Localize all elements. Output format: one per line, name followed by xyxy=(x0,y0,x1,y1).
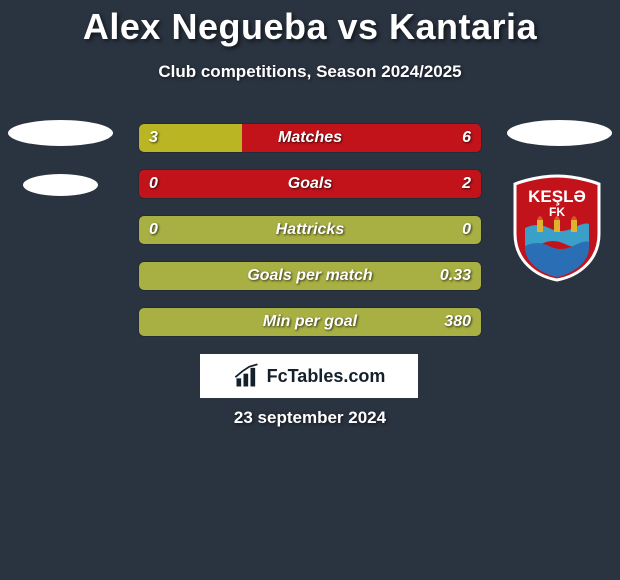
crest-text: KEŞLƏ xyxy=(528,187,586,206)
stat-label: Goals per match xyxy=(139,262,481,290)
stat-value-b: 380 xyxy=(444,308,471,336)
stat-row: Min per goal380 xyxy=(138,307,482,337)
kesla-crest: KEŞLƏ FK xyxy=(507,174,607,282)
stat-row: Matches3 6 xyxy=(138,123,482,153)
stat-value-a: 0 xyxy=(149,170,158,198)
placeholder-ellipse xyxy=(23,174,98,196)
stat-row: Hattricks0 0 xyxy=(138,215,482,245)
page-title: Alex Negueba vs Kantaria xyxy=(0,0,620,48)
stat-rows-container: Matches36Goals02Hattricks00Goals per mat… xyxy=(138,123,482,353)
stat-row: Goals per match0.33 xyxy=(138,261,482,291)
placeholder-ellipse xyxy=(507,120,612,146)
date-text: 23 september 2024 xyxy=(0,408,620,428)
watermark-text: FcTables.com xyxy=(267,366,386,387)
stat-value-b: 2 xyxy=(462,170,471,198)
stat-value-a: 0 xyxy=(149,216,158,244)
player-a-badge-area xyxy=(8,120,113,224)
stat-row: Goals0 2 xyxy=(138,169,482,199)
player-b-badge-area: KEŞLƏ FK xyxy=(507,120,612,282)
bar-chart-icon xyxy=(233,362,261,390)
stat-value-b: 0 xyxy=(462,216,471,244)
stat-label: Goals xyxy=(139,170,481,198)
placeholder-ellipse xyxy=(8,120,113,146)
stat-value-b: 0.33 xyxy=(440,262,471,290)
stat-label: Min per goal xyxy=(139,308,481,336)
page-subtitle: Club competitions, Season 2024/2025 xyxy=(0,62,620,82)
stat-label: Matches xyxy=(139,124,481,152)
watermark[interactable]: FcTables.com xyxy=(200,354,418,398)
stat-value-b: 6 xyxy=(462,124,471,152)
stat-value-a: 3 xyxy=(149,124,158,152)
stat-label: Hattricks xyxy=(139,216,481,244)
